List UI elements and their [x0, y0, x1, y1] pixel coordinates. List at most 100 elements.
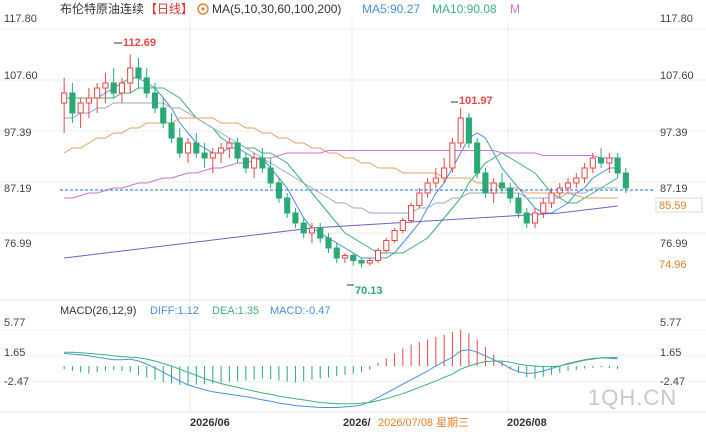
price-tag: 85.59: [655, 197, 703, 213]
candle-body: [284, 197, 291, 214]
candle-body: [333, 247, 340, 259]
macd-lines: [64, 349, 618, 408]
candle-body: [209, 152, 216, 159]
candle-body: [77, 102, 84, 114]
candle-body: [218, 147, 225, 154]
macd-line-diff: [64, 349, 618, 408]
candle-body: [374, 250, 382, 261]
y-tick-right: 87.19: [660, 183, 688, 195]
macd-diff-label: DIFF:1.12: [150, 305, 199, 317]
candle-body: [589, 157, 596, 169]
candle-body: [176, 137, 183, 154]
macd-value-label: MACD:-0.47: [270, 305, 331, 317]
high-annotation-1: 112.69: [114, 37, 156, 49]
low-annotation-1-text: 70.13: [355, 285, 383, 297]
candle-body: [441, 167, 448, 179]
candle-body: [523, 212, 530, 224]
y-tick-left: 76.99: [4, 238, 32, 250]
candle-body: [366, 260, 373, 264]
candle-body: [61, 92, 68, 104]
candle-body: [168, 122, 175, 139]
candle-body: [482, 172, 489, 194]
candle-body: [548, 192, 555, 204]
candle-body: [507, 187, 514, 199]
y-tick-left: 107.60: [4, 70, 38, 82]
main-grid: [0, 18, 706, 412]
candle-body: [317, 227, 324, 239]
candle-body: [531, 212, 539, 224]
y-tick-left: 87.19: [4, 183, 32, 195]
candle-body: [391, 230, 398, 241]
candle-body: [573, 177, 580, 184]
candle-body: [110, 82, 117, 94]
crosshair-date-text: 2026/07/08 星期三: [378, 416, 469, 429]
candle-body: [598, 157, 605, 164]
candle-body: [350, 255, 357, 261]
price-tag-text: 85.59: [659, 200, 687, 212]
ma5-label: MA5:90.27: [362, 2, 420, 16]
ma-line-ma10: [64, 87, 618, 254]
macd-tick-left: 5.77: [4, 317, 25, 329]
macd-label: MACD(26,12,9): [60, 305, 136, 317]
candle-body: [383, 240, 390, 251]
high-annotation-1-text: 112.69: [123, 37, 156, 49]
candle-body: [408, 205, 415, 221]
candle-body: [341, 255, 349, 259]
candle-body: [474, 142, 481, 174]
main-axis-right: 117.80 107.60 97.39 87.19 76.99: [660, 13, 694, 250]
x-label-month-1: 2026/06: [190, 417, 230, 429]
candle-body: [465, 117, 472, 144]
crosshair-date-label: 2026/07/08 星期三: [375, 414, 487, 430]
period-label[interactable]: 【日线】: [145, 2, 193, 16]
high-annotation-2: 101.97: [451, 95, 493, 107]
macd-tick-right: -2.47: [660, 376, 685, 388]
macd-tick-right: 5.77: [660, 317, 681, 329]
low-annotation-1: 70.13: [347, 284, 383, 297]
candle-body: [184, 142, 192, 154]
ma-lines: [63, 77, 618, 259]
candle-body: [259, 157, 266, 169]
main-axis-left: 117.80 107.60 97.39 87.19 76.99: [4, 13, 38, 250]
settings-gear-icon[interactable]: [197, 3, 209, 15]
candle-body: [540, 202, 547, 214]
y-tick-right: 97.39: [660, 127, 688, 139]
candles: [61, 54, 629, 268]
candle-body: [69, 92, 76, 114]
candle-body: [614, 157, 621, 174]
candle-body: [201, 152, 208, 159]
ma10-label: MA10:90.08: [432, 2, 497, 16]
symbol-title: 布伦特原油连续: [60, 1, 144, 16]
macd-axis-left: 5.77 1.65 -2.47: [4, 317, 29, 388]
ma-line-ma60: [63, 117, 618, 199]
macd-axis-right: 5.77 1.65 -2.47: [660, 317, 685, 388]
ma-label: MA(5,10,30,60,100,200): [212, 2, 341, 16]
ma-line-ma30: [64, 102, 618, 214]
y-tick-right: 76.99: [660, 238, 688, 250]
macd-tick-left: -2.47: [4, 376, 29, 388]
candle-body: [515, 197, 522, 214]
candle-body: [143, 77, 150, 94]
candle-body: [564, 182, 572, 189]
candle-body: [234, 142, 241, 159]
candle-body: [308, 227, 316, 234]
macd-grid: [0, 329, 706, 383]
candle-body: [267, 167, 274, 184]
y-tick-right: 107.60: [660, 70, 694, 82]
candle-body: [193, 142, 200, 154]
y-tick-left: 117.80: [4, 13, 37, 25]
candle-body: [102, 82, 109, 89]
candle-body: [292, 212, 299, 224]
x-label-month-3: 2026/08: [507, 417, 547, 429]
more-ma-label: M: [510, 2, 520, 16]
candle-body: [358, 260, 365, 264]
candle-body: [300, 222, 307, 234]
macd-line-dea: [64, 351, 618, 405]
macd-dea-label: DEA:1.35: [212, 305, 259, 317]
ma-line-ma100: [64, 150, 618, 199]
candle-body: [622, 172, 629, 189]
macd-tick-right: 1.65: [660, 347, 681, 359]
low-tag: 74.96: [659, 259, 687, 271]
candle-body: [449, 142, 456, 169]
